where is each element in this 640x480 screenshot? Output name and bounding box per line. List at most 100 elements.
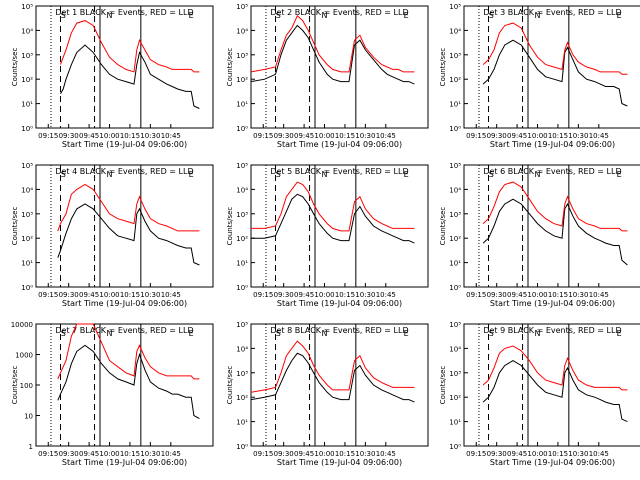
plot-title: Det 9 BLACK = Events, RED = LLD	[483, 326, 621, 335]
x-axis-label: Start Time (19-Jul-04 09:06:00)	[62, 458, 187, 467]
x-tick-label: 10:45	[376, 132, 396, 140]
flag-marker: N	[107, 329, 113, 338]
y-tick-label: 10³	[236, 211, 248, 219]
y-axis-label: Counts/sec	[11, 366, 19, 405]
x-tick-label: 09:15	[38, 132, 58, 140]
y-tick-label: 10⁴	[236, 27, 248, 35]
flag-marker: S	[61, 170, 66, 179]
flag-marker: E	[404, 170, 409, 179]
x-tick-label: 09:15	[38, 450, 58, 458]
flag-marker: S	[61, 11, 66, 20]
y-tick-label: 10⁰	[236, 284, 248, 292]
flag-marker: E	[189, 329, 194, 338]
x-tick-label: 10:15	[335, 132, 355, 140]
x-axis-label: Start Time (19-Jul-04 09:06:00)	[62, 299, 187, 308]
flag-marker: E	[617, 11, 622, 20]
y-tick-label: 10¹	[21, 260, 33, 268]
x-tick-label: 09:15	[466, 291, 486, 299]
y-axis-label: Counts/sec	[439, 48, 447, 87]
y-tick-label: 10⁰	[236, 125, 248, 133]
y-tick-label: 10³	[449, 211, 461, 219]
x-tick-label: 10:30	[568, 291, 588, 299]
x-tick-label: 10:15	[120, 450, 140, 458]
flag-marker: E	[617, 170, 622, 179]
x-tick-label: 10:15	[335, 291, 355, 299]
x-axis-label: Start Time (19-Jul-04 09:06:00)	[490, 299, 615, 308]
plot-frame	[250, 5, 429, 129]
x-axis-label: Start Time (19-Jul-04 09:06:00)	[277, 299, 402, 308]
series-line-lld	[251, 181, 415, 232]
y-axis-label: Counts/sec	[11, 207, 19, 246]
panel-det-6: Det 6 BLACK = Events, RED = LLD 10⁰ 10¹ 10²…	[439, 162, 640, 308]
panel-det-2: Det 2 BLACK = Events, RED = LLD 10⁰ 10¹ 10²…	[226, 3, 429, 149]
x-tick-label: 09:45	[507, 291, 527, 299]
flag-marker: E	[189, 11, 194, 20]
plot-frame	[463, 5, 640, 129]
series-line-events	[482, 198, 628, 266]
x-tick-label: 10:15	[548, 291, 568, 299]
y-tick-label: 10⁴	[449, 186, 461, 194]
y-tick-label: 10¹	[449, 419, 461, 427]
x-tick-label: 10:30	[355, 450, 375, 458]
flag-marker: N	[322, 170, 328, 179]
x-axis-label: Start Time (19-Jul-04 09:06:00)	[62, 140, 187, 149]
x-tick-label: 09:30	[59, 132, 79, 140]
y-tick-label: 10⁰	[449, 443, 461, 451]
x-tick-label: 10:45	[589, 291, 609, 299]
x-tick-label: 10:45	[161, 450, 181, 458]
x-tick-label: 10:30	[355, 291, 375, 299]
series-line-lld	[482, 22, 628, 75]
y-tick-label: 10²	[21, 235, 33, 243]
plot-frame	[250, 323, 429, 447]
flag-marker: S	[61, 329, 66, 338]
x-tick-label: 10:30	[140, 291, 160, 299]
x-tick-label: 10:00	[314, 291, 334, 299]
x-tick-label: 09:30	[487, 450, 507, 458]
series-line-events	[482, 39, 628, 107]
y-tick-label: 10³	[449, 370, 461, 378]
plot-frame	[250, 164, 429, 288]
y-tick-label: 10³	[236, 52, 248, 60]
x-tick-label: 09:30	[487, 291, 507, 299]
plot-title: Det 4 BLACK = Events, RED = LLD	[55, 167, 193, 176]
x-tick-label: 09:45	[294, 132, 314, 140]
y-tick-label: 10000	[11, 321, 33, 329]
x-tick-label: 10:45	[161, 291, 181, 299]
y-tick-label: 10¹	[449, 101, 461, 109]
plot-title: Det 8 BLACK = Events, RED = LLD	[270, 326, 408, 335]
x-tick-label: 10:30	[568, 450, 588, 458]
flag-marker: S	[489, 11, 494, 20]
y-tick-label: 100	[20, 382, 33, 390]
series-line-events	[250, 24, 415, 85]
x-tick-label: 09:30	[274, 132, 294, 140]
flag-marker: S	[276, 329, 281, 338]
flag-marker: N	[322, 11, 328, 20]
series-line-events	[57, 344, 200, 420]
plot-title: Det 1 BLACK = Events, RED = LLD	[55, 8, 193, 17]
plot-title: Det 7 BLACK = Events, RED = LLD	[55, 326, 193, 335]
plot-frame	[463, 164, 640, 288]
y-tick-label: 10	[24, 413, 33, 421]
x-tick-label: 09:30	[274, 450, 294, 458]
y-tick-label: 10⁴	[236, 345, 248, 353]
x-tick-label: 10:00	[99, 450, 119, 458]
y-axis-label: Counts/sec	[226, 207, 234, 246]
y-tick-label: 10²	[449, 235, 461, 243]
x-tick-label: 09:30	[274, 291, 294, 299]
series-line-lld	[57, 183, 200, 232]
y-tick-label: 10²	[449, 394, 461, 402]
series-line-lld	[57, 323, 200, 380]
plot-title: Det 5 BLACK = Events, RED = LLD	[270, 167, 408, 176]
flag-marker: N	[535, 170, 541, 179]
x-tick-label: 10:30	[140, 132, 160, 140]
x-tick-label: 09:15	[466, 132, 486, 140]
y-tick-label: 10⁵	[449, 162, 461, 170]
y-axis-label: Counts/sec	[439, 207, 447, 246]
series-line-lld	[482, 345, 628, 391]
flag-marker: N	[107, 170, 113, 179]
y-tick-label: 10⁰	[21, 125, 33, 133]
plot-title: Det 2 BLACK = Events, RED = LLD	[270, 8, 408, 17]
x-tick-label: 09:45	[294, 450, 314, 458]
x-tick-label: 09:45	[79, 450, 99, 458]
